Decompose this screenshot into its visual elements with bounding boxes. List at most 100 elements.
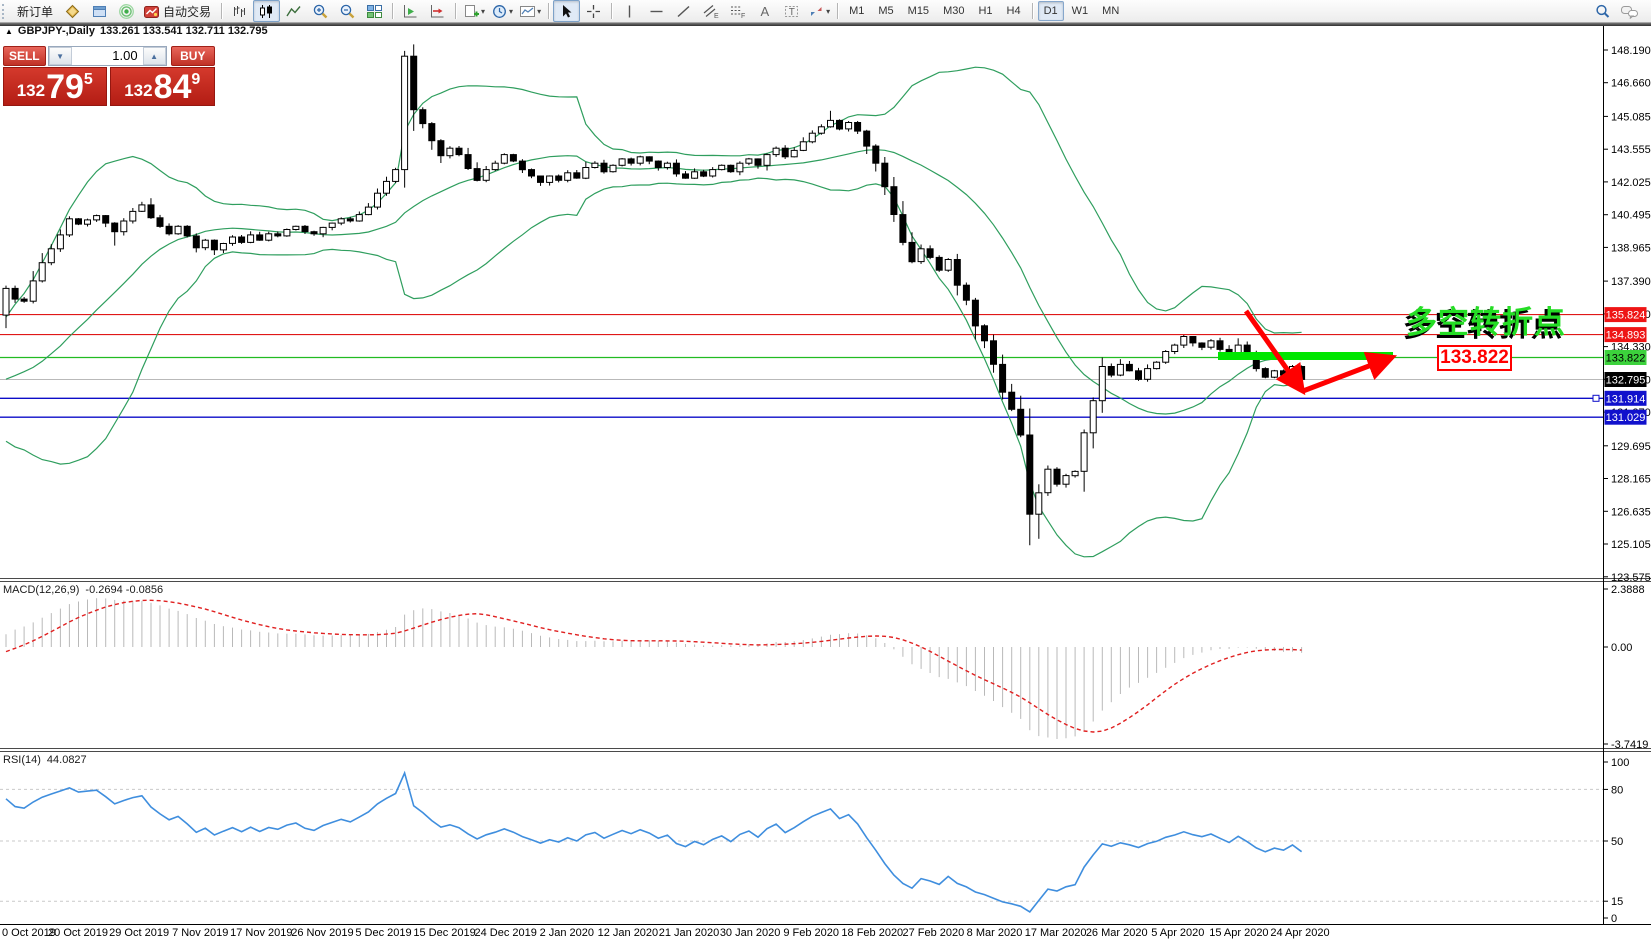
buy-button[interactable]: BUY [170,46,215,66]
trend-arrow-2[interactable] [1302,351,1398,394]
symbol-period-label: GBPJPY-,Daily [17,25,95,37]
rsi-name: RSI(14) [3,754,41,766]
date-label: 24 Dec 2019 [475,927,537,939]
volume-input[interactable]: 1.00 [71,47,143,65]
turning-point-annotation[interactable]: 多空转折点 [1406,305,1566,341]
profiles-button[interactable]: ▾ [488,0,516,22]
line-handle[interactable] [1592,394,1600,402]
arrows-tool-button[interactable]: ▾ [805,0,833,22]
trend-arrow-1[interactable] [1243,309,1306,396]
main-toolbar: 新订单 自动交易 [0,0,1651,23]
bollinger-lower [5,177,1302,558]
spin-down-icon: ▼ [56,51,65,61]
market-watch-button[interactable] [86,0,113,22]
timeframe-group-daily: D1 W1 MN [1037,1,1127,21]
trendline-button[interactable] [670,0,697,22]
cursor-button[interactable] [553,0,581,22]
price-tick: 143.555 [1611,144,1651,156]
timeframe-button-D1[interactable]: D1 [1037,1,1064,21]
fibonacci-button[interactable]: F [724,0,751,22]
timeframe-button-MN[interactable]: MN [1102,5,1120,17]
auto-trading-button[interactable]: 自动交易 [140,0,217,22]
one-click-trading-panel: SELL ▼ 1.00 ▲ BUY 132 79 5 132 84 9 [3,46,215,106]
timeframe-button-M5[interactable]: M5 [878,5,894,17]
sell-price-prefix: 132 [16,81,46,100]
toolbar-separator [455,3,457,19]
price-tick: 145.085 [1611,111,1651,123]
timeframe-button-H4[interactable]: H4 [1006,5,1021,17]
new-order-button[interactable]: 新订单 [11,0,59,22]
gold-diamond-button[interactable] [59,0,86,22]
zoom-out-button[interactable] [334,0,361,22]
chart-shift-icon [431,4,444,17]
zoom-out-icon [340,4,355,18]
date-label: 29 Oct 2019 [109,927,169,939]
text-label-icon: T [785,5,799,18]
timeframe-group-intraday: M1 M5 M15 M30 H1 H4 [842,1,1028,21]
toolbar-grip [2,3,8,19]
auto-trading-icon [144,5,160,18]
candlestick-chart-icon [260,4,273,18]
auto-trading-label: 自动交易 [163,4,212,19]
timeframe-button-M1[interactable]: M1 [849,5,865,17]
date-label: 17 Nov 2019 [230,927,292,939]
new-chart-button[interactable]: ▾ [460,0,488,22]
horizontal-line-button[interactable] [643,0,670,22]
auto-scroll-button[interactable] [397,0,424,22]
search-button[interactable] [1589,0,1616,22]
price-badge-131.029 [1604,409,1647,425]
date-label: 30 Jan 2020 [720,927,781,939]
text-tool-button[interactable]: A [751,0,778,22]
price-badge-133.822 [1604,350,1647,365]
new-chart-icon [465,4,480,17]
sell-price-big: 79 [46,67,84,106]
price-tick: 138.965 [1611,242,1651,254]
timeframe-button-M30[interactable]: M30 [943,5,965,17]
macd-name: MACD(12,26,9) [3,584,80,596]
chat-button[interactable] [1616,0,1643,22]
buy-price-box[interactable]: 132 84 9 [109,67,215,106]
price-tick: 123.575 [1611,572,1651,584]
collapse-icon[interactable]: ▲ [5,26,13,36]
toolbar-separator [837,3,839,19]
price-badge-135.824 [1604,307,1647,323]
macd-tick: 2.3888 [1611,584,1645,596]
timeframe-button-M15[interactable]: M15 [907,5,930,17]
signals-button[interactable] [113,0,140,22]
sell-button[interactable]: SELL [3,46,46,66]
spin-up-icon: ▲ [150,51,159,61]
vertical-line-icon [628,5,631,17]
volume-increase-button[interactable]: ▲ [142,47,166,65]
zoom-in-button[interactable] [307,0,334,22]
timeframe-button-H1[interactable]: H1 [978,5,993,17]
arrows-tool-icon [811,6,822,16]
date-label: 8 Mar 2020 [967,927,1023,939]
bollinger-upper [5,66,1302,334]
rsi-tick: 0 [1611,913,1617,925]
crosshair-button[interactable] [580,0,607,22]
equidistant-channel-button[interactable]: E [697,0,724,22]
svg-text:134.893: 134.893 [1606,330,1646,342]
chart-shift-button[interactable] [424,0,451,22]
date-label: 0 Oct 2019 [2,927,56,939]
volume-control: ▼ 1.00 ▲ [47,46,167,66]
tile-windows-button[interactable] [361,0,388,22]
price-tick: 128.165 [1611,474,1651,486]
sell-price-sup: 5 [83,71,93,88]
volume-decrease-button[interactable]: ▼ [48,47,72,65]
bar-chart-button[interactable] [226,0,253,22]
level-price-label[interactable]: 133.822 [1437,345,1512,371]
line-chart-button[interactable] [280,0,307,22]
text-label-button[interactable]: T [778,0,805,22]
date-label: 21 Jan 2020 [659,927,720,939]
sell-price-box[interactable]: 132 79 5 [3,67,107,106]
horizontal-line-icon [650,10,663,12]
candlestick-chart-button[interactable] [253,0,281,22]
vertical-line-button[interactable] [616,0,643,22]
template-button[interactable]: ▾ [516,0,544,22]
price-badge-132.795 [1604,372,1647,387]
channel-icon: E [703,4,719,20]
label-letter: T [789,7,795,18]
timeframe-button-W1[interactable]: W1 [1071,5,1089,17]
